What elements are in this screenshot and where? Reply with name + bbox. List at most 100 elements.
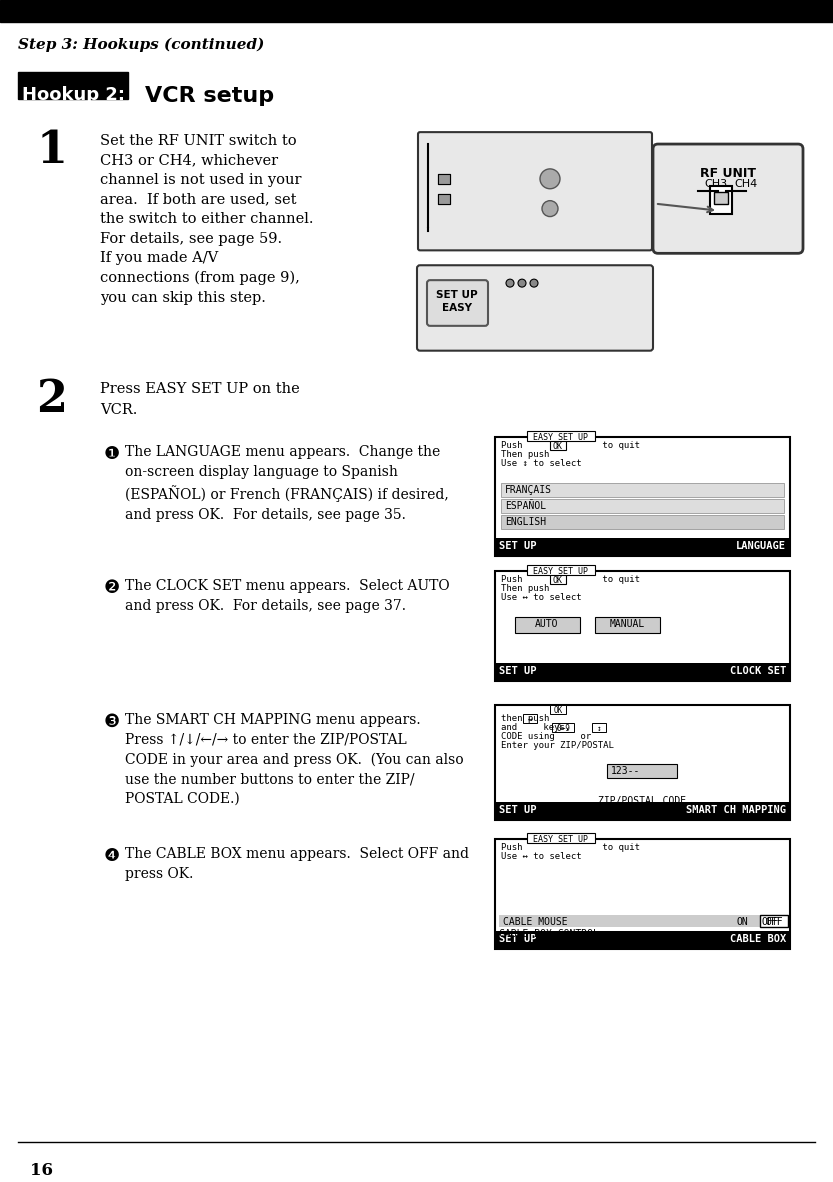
Text: Push: Push: [501, 844, 528, 852]
Text: CABLE BOX CONTROL: CABLE BOX CONTROL: [499, 929, 599, 939]
Bar: [0, 0, 833, 21]
Text: OK: OK: [553, 442, 563, 452]
Bar: [501, 499, 784, 513]
Text: ↕: ↕: [596, 725, 601, 733]
Text: AUTO: AUTO: [536, 619, 559, 629]
Bar: [495, 663, 790, 681]
Bar: [495, 931, 790, 949]
Bar: [552, 723, 574, 732]
Text: to quit: to quit: [597, 844, 640, 852]
Circle shape: [530, 279, 538, 287]
Text: or: or: [575, 732, 596, 741]
Text: EASY SET UP: EASY SET UP: [533, 836, 588, 844]
Text: CLOCK SET: CLOCK SET: [730, 665, 786, 676]
Bar: [527, 431, 595, 441]
Bar: [607, 764, 677, 778]
FancyBboxPatch shape: [427, 280, 488, 326]
Text: 16: 16: [30, 1162, 53, 1180]
Text: Use ↕ to select: Use ↕ to select: [501, 459, 581, 468]
Bar: [550, 440, 566, 450]
Text: Hookup 2:: Hookup 2:: [22, 86, 124, 104]
Text: Press EASY SET UP on the
VCR.: Press EASY SET UP on the VCR.: [100, 383, 300, 417]
Bar: [495, 706, 790, 819]
Text: EASY SET UP: EASY SET UP: [533, 567, 588, 577]
Text: Then push: Then push: [501, 584, 555, 593]
Text: EASY: EASY: [442, 303, 472, 313]
Text: to quit: to quit: [597, 441, 640, 450]
Bar: [523, 714, 537, 723]
Text: Push: Push: [501, 576, 528, 584]
Bar: [495, 801, 790, 819]
Text: ❸: ❸: [104, 713, 120, 732]
Text: Use ↔ to select: Use ↔ to select: [501, 852, 581, 862]
Text: CH4: CH4: [735, 178, 758, 189]
Text: 1: 1: [37, 129, 67, 173]
FancyBboxPatch shape: [653, 144, 803, 253]
Text: ENGLISH: ENGLISH: [505, 517, 546, 527]
Text: The CABLE BOX menu appears.  Select OFF and
press OK.: The CABLE BOX menu appears. Select OFF a…: [125, 847, 469, 881]
Text: keys.: keys.: [538, 723, 571, 732]
Text: The SMART CH MAPPING menu appears.
Press ↑/↓/←/→ to enter the ZIP/POSTAL
CODE in: The SMART CH MAPPING menu appears. Press…: [125, 713, 464, 806]
Text: Set the RF UNIT switch to
CH3 or CH4, whichever
channel is not used in your
area: Set the RF UNIT switch to CH3 or CH4, wh…: [100, 134, 313, 305]
Bar: [760, 915, 788, 927]
Bar: [550, 574, 566, 584]
Text: Use ↔ to select: Use ↔ to select: [501, 593, 581, 602]
Text: ❹: ❹: [104, 847, 120, 865]
Text: ↔: ↔: [527, 715, 532, 725]
Text: SET UP: SET UP: [436, 290, 478, 300]
Text: The LANGUAGE menu appears.  Change the
on-screen display language to Spanish
(ES: The LANGUAGE menu appears. Change the on…: [125, 446, 449, 522]
Text: SET UP: SET UP: [499, 541, 536, 552]
Text: EASY SET UP: EASY SET UP: [533, 433, 588, 442]
Text: Enter your ZIP/POSTAL: Enter your ZIP/POSTAL: [501, 741, 614, 751]
Bar: [714, 191, 728, 203]
Text: 123--: 123--: [611, 766, 641, 775]
Text: The CLOCK SET menu appears.  Select AUTO
and press OK.  For details, see page 37: The CLOCK SET menu appears. Select AUTO …: [125, 579, 450, 612]
Text: FRANÇAIS: FRANÇAIS: [505, 485, 552, 495]
Text: CODE using: CODE using: [501, 732, 560, 741]
Text: OK: OK: [553, 707, 562, 715]
Bar: [501, 482, 784, 496]
Bar: [495, 839, 790, 949]
Bar: [438, 174, 450, 183]
Text: 2: 2: [37, 377, 67, 421]
Text: then push: then push: [501, 714, 555, 723]
Bar: [499, 915, 786, 927]
Circle shape: [542, 201, 558, 216]
Bar: [495, 437, 790, 557]
Text: SET UP: SET UP: [499, 934, 536, 944]
Text: SMART CH MAPPING: SMART CH MAPPING: [686, 805, 786, 814]
Text: MANUAL: MANUAL: [610, 619, 645, 629]
Text: CH3: CH3: [705, 178, 727, 189]
FancyBboxPatch shape: [418, 132, 652, 251]
Text: and: and: [501, 723, 522, 732]
Bar: [515, 617, 580, 632]
Text: OFF: OFF: [766, 917, 783, 927]
Bar: [710, 186, 732, 214]
Bar: [495, 571, 790, 681]
FancyBboxPatch shape: [417, 265, 653, 351]
Bar: [527, 833, 595, 844]
Text: LANGUAGE: LANGUAGE: [736, 541, 786, 552]
Bar: [438, 174, 450, 183]
Text: CABLE MOUSE: CABLE MOUSE: [503, 917, 567, 927]
Text: SET UP: SET UP: [499, 665, 536, 676]
Bar: [501, 514, 784, 528]
Bar: [438, 194, 450, 203]
Text: Step 3: Hookups (continued): Step 3: Hookups (continued): [18, 38, 264, 52]
Text: Push: Push: [501, 441, 528, 450]
Text: ESPAÑOL: ESPAÑOL: [505, 501, 546, 511]
Circle shape: [506, 279, 514, 287]
Bar: [592, 723, 606, 732]
Bar: [595, 617, 660, 632]
Bar: [438, 194, 450, 203]
Text: ON: ON: [736, 917, 748, 927]
Text: CABLE BOX: CABLE BOX: [730, 934, 786, 944]
Text: ZIP/POSTAL CODE: ZIP/POSTAL CODE: [598, 795, 686, 806]
Text: 0–9: 0–9: [556, 725, 570, 733]
Bar: [18, 72, 128, 99]
Circle shape: [518, 279, 526, 287]
Bar: [495, 539, 790, 557]
Text: ❶: ❶: [104, 446, 120, 463]
Text: VCR setup: VCR setup: [145, 86, 274, 106]
Text: SET UP: SET UP: [499, 805, 536, 814]
